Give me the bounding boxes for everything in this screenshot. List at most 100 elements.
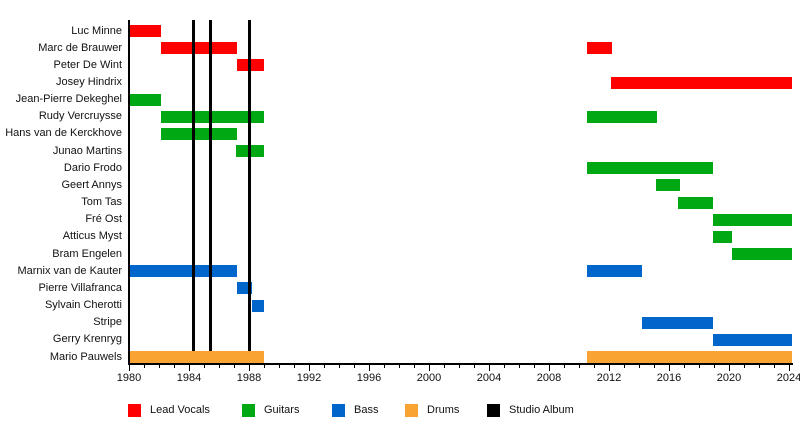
x-minor-tick-2003 [474,365,475,368]
x-major-tick-1988 [249,365,250,371]
x-major-tick-2024 [789,365,790,371]
legend-swatch-lead-vocals [128,404,141,417]
member-label-jean-pierre-dekeghel: Jean-Pierre Dekeghel [15,93,122,106]
timeline-bar-bram-engelen [732,248,792,261]
x-minor-tick-1982 [159,365,160,368]
x-minor-tick-1981 [144,365,145,368]
x-minor-tick-2005 [504,365,505,368]
member-label-stripe: Stripe [93,316,122,329]
x-minor-tick-1995 [354,365,355,368]
studio-album-line-2 [208,20,212,351]
x-tick-label-2000: 2000 [416,372,442,384]
legend-label-guitars: Guitars [264,404,300,416]
x-major-tick-1992 [309,365,310,371]
x-minor-tick-2006 [519,365,520,368]
timeline-bar-jean-pierre-dekeghel [129,93,161,106]
member-label-rudy-vercruysse: Rudy Vercruysse [38,110,122,123]
legend-label-bass: Bass [354,404,379,416]
x-minor-tick-2022 [759,365,760,368]
x-minor-tick-1991 [294,365,295,368]
timeline-bar-tom-tas [678,196,713,209]
x-minor-tick-2017 [684,365,685,368]
legend-swatch-bass [332,404,345,417]
x-tick-label-2016: 2016 [656,372,682,384]
member-label-peter-de-wint: Peter De Wint [53,58,122,71]
x-minor-tick-1985 [204,365,205,368]
x-minor-tick-1998 [399,365,400,368]
x-minor-tick-2021 [744,365,745,368]
member-label-junao-martins: Junao Martins [52,144,122,157]
legend-label-drums: Drums [427,404,460,416]
timeline-bar-marc-de-brauwer [586,42,612,55]
timeline-bar-mario-pauwels [129,351,264,363]
x-tick-label-2012: 2012 [596,372,622,384]
x-minor-tick-2007 [534,365,535,368]
timeline-bar-rudy-vercruysse [160,110,264,123]
x-minor-tick-2009 [564,365,565,368]
member-label-atticus-myst: Atticus Myst [62,230,122,243]
x-tick-label-1988: 1988 [236,372,262,384]
x-tick-label-1984: 1984 [176,372,202,384]
timeline-bar-luc-minne [129,25,161,37]
timeline-bar-geert-annys [655,179,680,192]
timeline-bar-rudy-vercruysse [586,110,657,123]
x-major-tick-1996 [369,365,370,371]
member-label-josey-hindrix: Josey Hindrix [55,75,122,88]
timeline-bar-gerry-krenryg [712,333,792,346]
timeline-bar-peter-de-wint [237,59,264,72]
member-label-tom-tas: Tom Tas [81,196,122,209]
member-label-luc-minne: Luc Minne [71,24,122,37]
member-label-mario-pauwels: Mario Pauwels [49,350,122,363]
timeline-bar-marnix-van-de-kauter [586,265,642,278]
timeline-bar-josey-hindrix [610,76,792,89]
x-minor-tick-2014 [639,365,640,368]
studio-album-line-1 [192,20,195,351]
x-major-tick-1980 [129,365,130,371]
x-minor-tick-2023 [774,365,775,368]
x-minor-tick-1983 [174,365,175,368]
member-label-marc-de-brauwer: Marc de Brauwer [38,41,122,54]
x-tick-label-2020: 2020 [716,372,742,384]
member-label-bram-engelen: Bram Engelen [52,247,122,260]
timeline-bar-atticus-myst [712,230,732,243]
member-label-geert-annys: Geert Annys [61,178,122,191]
x-minor-tick-1993 [324,365,325,368]
y-axis-line [128,20,130,365]
member-label-gerry-krenryg: Gerry Krenryg [52,333,122,346]
x-minor-tick-1986 [219,365,220,368]
timeline-bar-marnix-van-de-kauter [129,265,237,278]
x-minor-tick-2018 [699,365,700,368]
x-minor-tick-1987 [234,365,235,368]
member-label-pierre-villafranca: Pierre Villafranca [38,281,122,294]
timeline-bar-mario-pauwels [586,351,792,363]
x-minor-tick-1997 [384,365,385,368]
legend-swatch-drums [405,404,418,417]
member-label-dario-frodo: Dario Frodo [63,161,122,174]
x-tick-label-2024: 2024 [776,372,800,384]
member-label-marnix-van-de-kauter: Marnix van de Kauter [17,264,122,277]
member-label-hans-van-de-kerckhove: Hans van de Kerckhove [5,127,122,140]
x-tick-label-2004: 2004 [476,372,502,384]
x-major-tick-2008 [549,365,550,371]
x-minor-tick-2011 [594,365,595,368]
x-tick-label-2008: 2008 [536,372,562,384]
legend-swatch-studio-album [487,404,500,417]
x-axis-line [128,363,793,365]
legend-swatch-guitars [242,404,255,417]
x-tick-label-1992: 1992 [296,372,322,384]
x-tick-label-1980: 1980 [116,372,142,384]
x-minor-tick-1999 [414,365,415,368]
timeline-bar-hans-van-de-kerckhove [160,128,237,140]
x-minor-tick-2013 [624,365,625,368]
member-label-sylvain-cherotti: Sylvain Cherotti [44,299,122,312]
x-minor-tick-1990 [279,365,280,368]
x-tick-label-1996: 1996 [356,372,382,384]
x-minor-tick-2010 [579,365,580,368]
x-minor-tick-2015 [654,365,655,368]
x-major-tick-2004 [489,365,490,371]
x-major-tick-2000 [429,365,430,371]
x-major-tick-2020 [729,365,730,371]
timeline-bar-sylvain-cherotti [252,299,264,312]
legend-label-studio-album: Studio Album [509,404,574,416]
